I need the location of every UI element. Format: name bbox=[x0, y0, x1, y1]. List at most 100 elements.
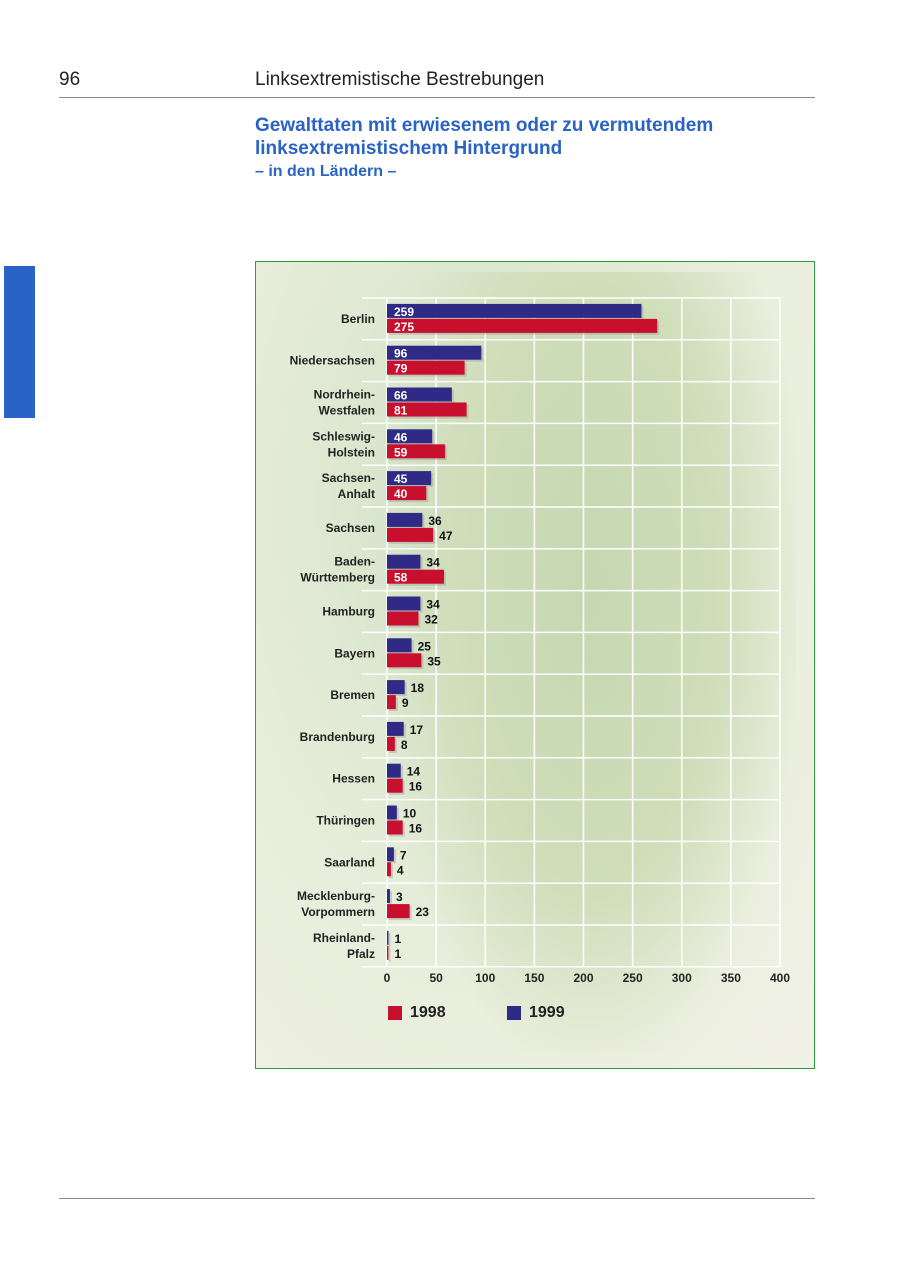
bar-1999 bbox=[387, 596, 421, 611]
category-label: Hamburg bbox=[322, 605, 375, 619]
bar-1998 bbox=[387, 402, 467, 417]
bar-1998 bbox=[387, 695, 396, 710]
x-tick-label: 250 bbox=[623, 971, 643, 985]
bar-1998 bbox=[387, 611, 419, 626]
category-label: Saarland bbox=[324, 855, 375, 869]
value-label-1999: 34 bbox=[426, 598, 440, 612]
value-label-1998: 23 bbox=[416, 905, 430, 919]
value-label-1998: 47 bbox=[439, 529, 453, 543]
value-label-1999: 66 bbox=[394, 389, 408, 403]
bar-1998 bbox=[387, 569, 444, 584]
category-label: Holstein bbox=[328, 445, 375, 459]
bar-1998 bbox=[387, 736, 395, 751]
category-label: Schleswig- bbox=[312, 429, 375, 443]
chapter-tab bbox=[4, 266, 35, 418]
value-label-1999: 7 bbox=[400, 848, 407, 862]
value-label-1998: 4 bbox=[397, 863, 404, 877]
legend-label-1999: 1999 bbox=[529, 1004, 565, 1021]
category-label: Westfalen bbox=[319, 404, 375, 418]
category-label: Brandenburg bbox=[300, 730, 375, 744]
value-label-1998: 32 bbox=[424, 613, 438, 627]
value-label-1998: 59 bbox=[394, 445, 408, 459]
bar-1999 bbox=[387, 805, 397, 820]
legend-swatch-1999 bbox=[507, 1006, 521, 1020]
value-label-1999: 36 bbox=[428, 514, 442, 528]
value-label-1998: 9 bbox=[402, 696, 409, 710]
value-label-1998: 81 bbox=[394, 404, 408, 418]
bar-shadow bbox=[389, 864, 393, 879]
legend-1998: 1998 bbox=[388, 1004, 446, 1022]
category-label: Thüringen bbox=[316, 814, 375, 828]
value-label-1999: 14 bbox=[407, 765, 421, 779]
bar-1998 bbox=[387, 862, 391, 877]
legend-swatch-1998 bbox=[388, 1006, 402, 1020]
value-label-1999: 45 bbox=[394, 472, 408, 486]
value-label-1998: 40 bbox=[394, 487, 408, 501]
bar-1999 bbox=[387, 930, 389, 945]
category-label: Baden- bbox=[334, 555, 375, 569]
value-label-1999: 3 bbox=[396, 890, 403, 904]
bar-shadow bbox=[389, 932, 391, 947]
bar-1998 bbox=[387, 318, 658, 333]
category-label: Anhalt bbox=[338, 487, 375, 501]
value-label-1998: 275 bbox=[394, 320, 414, 334]
title-line-1: Gewalttaten mit erwiesenem oder zu vermu… bbox=[255, 115, 714, 136]
value-label-1999: 10 bbox=[403, 807, 417, 821]
chart-subtitle: – in den Ländern – bbox=[255, 163, 397, 180]
category-label: Berlin bbox=[341, 312, 375, 326]
bar-1999 bbox=[387, 429, 433, 444]
value-label-1999: 25 bbox=[418, 639, 432, 653]
category-label: Bremen bbox=[330, 688, 375, 702]
value-label-1998: 8 bbox=[401, 738, 408, 752]
bar-1999 bbox=[387, 889, 390, 904]
bar-1998 bbox=[387, 444, 445, 459]
category-label: Württemberg bbox=[300, 571, 375, 585]
x-tick-label: 200 bbox=[573, 971, 593, 985]
section-title: Linksextremistische Bestrebungen bbox=[255, 69, 545, 90]
bar-1999 bbox=[387, 847, 394, 862]
value-label-1998: 16 bbox=[409, 822, 423, 836]
bar-1999 bbox=[387, 721, 404, 736]
value-label-1999: 46 bbox=[394, 430, 408, 444]
x-tick-label: 0 bbox=[384, 971, 391, 985]
x-tick-label: 300 bbox=[672, 971, 692, 985]
value-label-1998: 58 bbox=[394, 571, 408, 585]
bar-1998 bbox=[387, 945, 389, 960]
value-label-1999: 34 bbox=[426, 556, 440, 570]
bar-1998 bbox=[387, 486, 427, 501]
bar-1998 bbox=[387, 527, 434, 542]
chart-frame: 0 50 100 150 200 250 300 350 400 Berlin 259 275 Nied… bbox=[255, 261, 815, 1069]
category-label: Pfalz bbox=[347, 947, 375, 961]
x-tick-label: 400 bbox=[770, 971, 790, 985]
category-label: Sachsen- bbox=[322, 471, 375, 485]
bar-1999 bbox=[387, 512, 423, 527]
bar-1999 bbox=[387, 763, 401, 778]
bar-1999 bbox=[387, 303, 642, 318]
legend-label-1998: 1998 bbox=[410, 1004, 446, 1021]
footer-divider bbox=[59, 1198, 815, 1199]
category-label: Bayern bbox=[334, 646, 375, 660]
bar-1999 bbox=[387, 680, 405, 695]
category-label: Vorpommern bbox=[301, 905, 375, 919]
header-divider bbox=[59, 97, 815, 98]
x-tick-label: 350 bbox=[721, 971, 741, 985]
category-label: Sachsen bbox=[326, 521, 375, 535]
category-label: Hessen bbox=[332, 772, 375, 786]
map-background bbox=[386, 272, 796, 1052]
bar-1999 bbox=[387, 638, 412, 653]
value-label-1999: 1 bbox=[395, 932, 402, 946]
x-tick-label: 100 bbox=[475, 971, 495, 985]
category-label: Mecklenburg- bbox=[297, 889, 375, 903]
title-line-2: linksextremistischem Hintergrund bbox=[255, 138, 563, 159]
bar-1999 bbox=[387, 387, 452, 402]
value-label-1998: 16 bbox=[409, 780, 423, 794]
bar-1998 bbox=[387, 360, 465, 375]
bar-1998 bbox=[387, 904, 410, 919]
value-label-1999: 96 bbox=[394, 347, 408, 361]
category-label: Rheinland- bbox=[313, 931, 375, 945]
category-label: Niedersachsen bbox=[290, 354, 375, 368]
value-label-1999: 17 bbox=[410, 723, 424, 737]
chart-title: Gewalttaten mit erwiesenem oder zu vermu… bbox=[255, 114, 815, 183]
